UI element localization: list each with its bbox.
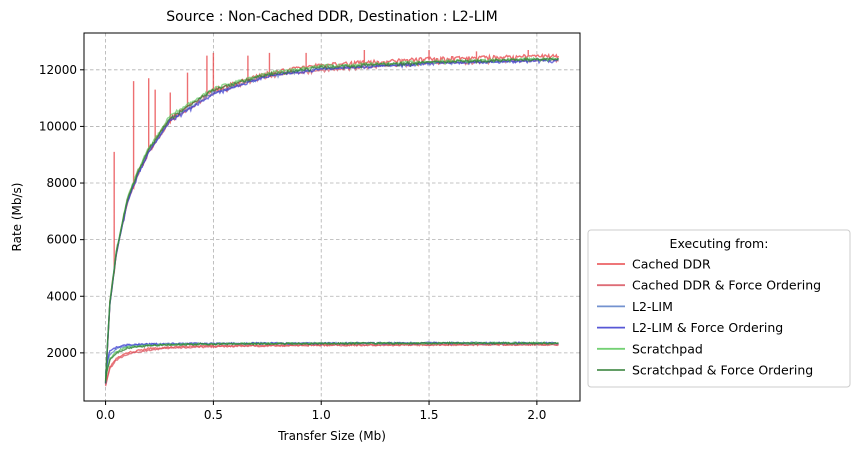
- legend-label-scratchpad: Scratchpad: [632, 341, 703, 356]
- x-tick-label: 1.5: [419, 408, 438, 422]
- series-line-scratchpad-and-force-ordering-low: [104, 341, 559, 381]
- y-tick-label: 10000: [39, 119, 77, 133]
- y-tick-label: 6000: [46, 233, 77, 247]
- y-tick-label: 8000: [46, 176, 77, 190]
- x-tick-label: 0.0: [96, 408, 115, 422]
- legend-label-l2-lim-and-force-ordering: L2-LIM & Force Ordering: [632, 320, 783, 335]
- x-tick-label: 2.0: [527, 408, 546, 422]
- series-line-scratchpad-and-force-ordering-high: [104, 56, 560, 384]
- x-tick-label: 0.5: [204, 408, 223, 422]
- axis-ticks: 0.0 0.5 1.0 1.5 2.0 2000 4000 6000 8000 10000 1200…: [39, 63, 547, 422]
- chart-title: Source : Non-Cached DDR, Destination : L…: [166, 9, 497, 25]
- x-axis-label: Transfer Size (Mb): [277, 429, 386, 443]
- plot-frame: [83, 32, 581, 402]
- plot-background: [84, 33, 580, 401]
- legend-box: [587, 229, 851, 388]
- legend: Executing from: Cached DDR Cached DDR & F…: [587, 229, 851, 388]
- y-tick-label: 2000: [46, 346, 77, 360]
- legend-label-cached-ddr: Cached DDR: [632, 257, 711, 272]
- y-axis-label: Rate (Mb/s): [10, 183, 24, 252]
- legend-title: Executing from:: [670, 236, 769, 251]
- series-lines: [104, 49, 560, 387]
- grid: [84, 33, 580, 401]
- series-line-scratchpad-high: [104, 56, 559, 381]
- y-tick-label: 4000: [46, 289, 77, 303]
- legend-entries: Cached DDR Cached DDR & Force Ordering L2-…: [597, 257, 821, 378]
- legend-label-scratchpad-and-force-ordering: Scratchpad & Force Ordering: [632, 363, 813, 378]
- x-tick-label: 1.0: [312, 408, 331, 422]
- legend-label-l2-lim: L2-LIM: [632, 299, 673, 314]
- legend-label-cached-ddr-and-force-ordering: Cached DDR & Force Ordering: [632, 278, 821, 293]
- y-tick-label: 12000: [39, 63, 77, 77]
